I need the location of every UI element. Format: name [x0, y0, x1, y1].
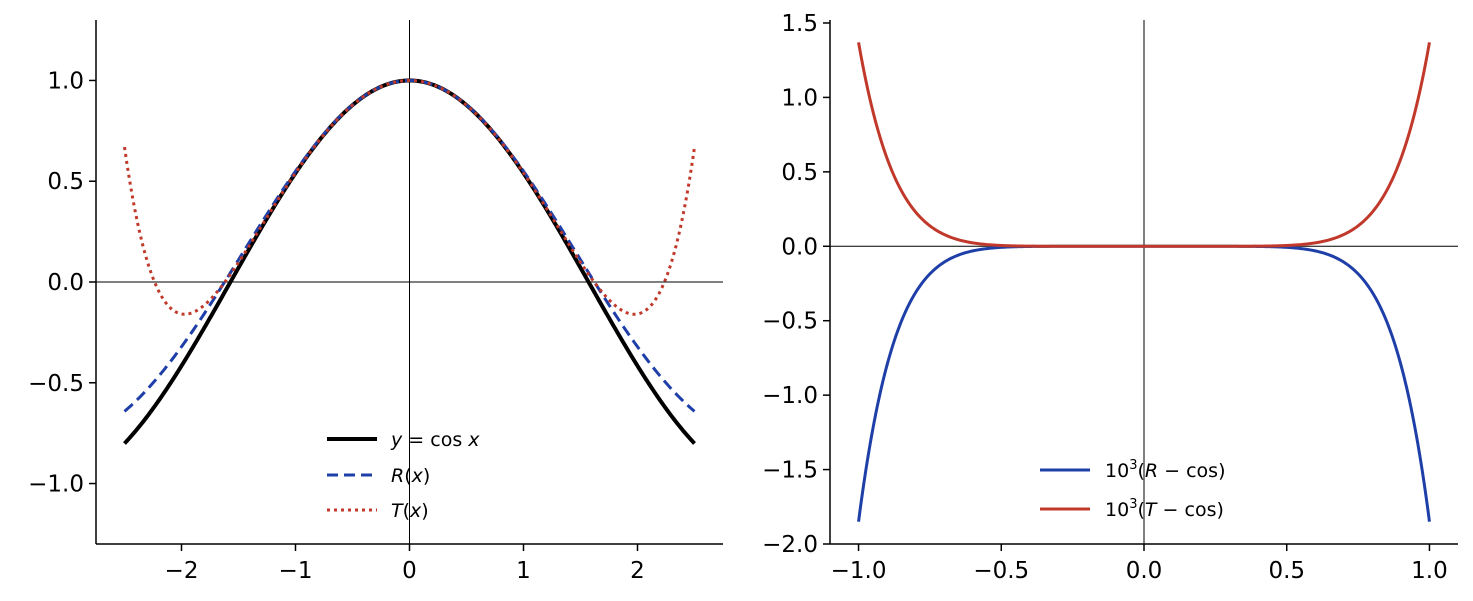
- legend-label-r-minus-cos: 103(R − cos): [1105, 458, 1225, 482]
- x-tick-label: 1.0: [1411, 558, 1448, 584]
- series-line-t-minus-cos: [857, 42, 1431, 248]
- x-tick-label: 0.5: [1268, 558, 1305, 584]
- left-legend: y = cos x R(x) T(x): [327, 429, 480, 522]
- legend-label-r: R(x): [391, 465, 430, 487]
- series-line-t: [123, 78, 696, 316]
- x-tick-label: −1: [279, 558, 313, 584]
- x-tick-label: 2: [630, 558, 645, 584]
- legend-label-t: T(x): [391, 500, 429, 522]
- y-tick-label: 1.0: [781, 85, 818, 111]
- y-tick-label: 0.5: [781, 160, 818, 186]
- x-tick-label: −0.5: [973, 558, 1029, 584]
- y-tick-label: −1.0: [28, 472, 84, 498]
- right-chart-marks: −1.0 −0.5 0.0 0.5 1.0 −2.0 −1.5 −1.0 −0.5 0.0 0.5 1…: [762, 11, 1458, 584]
- x-tick-label: 0: [402, 558, 417, 584]
- y-tick-label: −0.5: [28, 371, 84, 397]
- y-tick-label: −1.0: [762, 383, 818, 409]
- y-tick-label: 0.5: [47, 169, 84, 195]
- y-tick-label: −0.5: [762, 309, 818, 335]
- y-tick-label: 1.5: [781, 11, 818, 37]
- legend-label-t-minus-cos: 103(T − cos): [1105, 497, 1224, 521]
- y-tick-label: −2.0: [762, 532, 818, 558]
- left-chart: −2 −1 0 1 2 −1.0 −0.5 0.0 0.5 1.0 y = cos x R(x) …: [28, 20, 723, 584]
- x-tick-label: −1.0: [831, 558, 887, 584]
- right-chart: −1.0 −0.5 0.0 0.5 1.0 −2.0 −1.5 −1.0 −0.5 0.0 0.5 1…: [762, 11, 1458, 584]
- left-chart-marks: −2 −1 0 1 2 −1.0 −0.5 0.0 0.5 1.0: [28, 20, 723, 584]
- y-tick-label: 0.0: [47, 270, 84, 296]
- x-tick-label: −2: [165, 558, 199, 584]
- x-tick-label: 0.0: [1126, 558, 1163, 584]
- right-legend: 103(R − cos) 103(T − cos): [1040, 458, 1225, 521]
- y-tick-label: 1.0: [47, 68, 84, 94]
- x-tick-label: 1: [516, 558, 531, 584]
- y-tick-label: −1.5: [762, 458, 818, 484]
- y-tick-label: 0.0: [781, 234, 818, 260]
- legend-label-cos: y = cos x: [390, 429, 480, 451]
